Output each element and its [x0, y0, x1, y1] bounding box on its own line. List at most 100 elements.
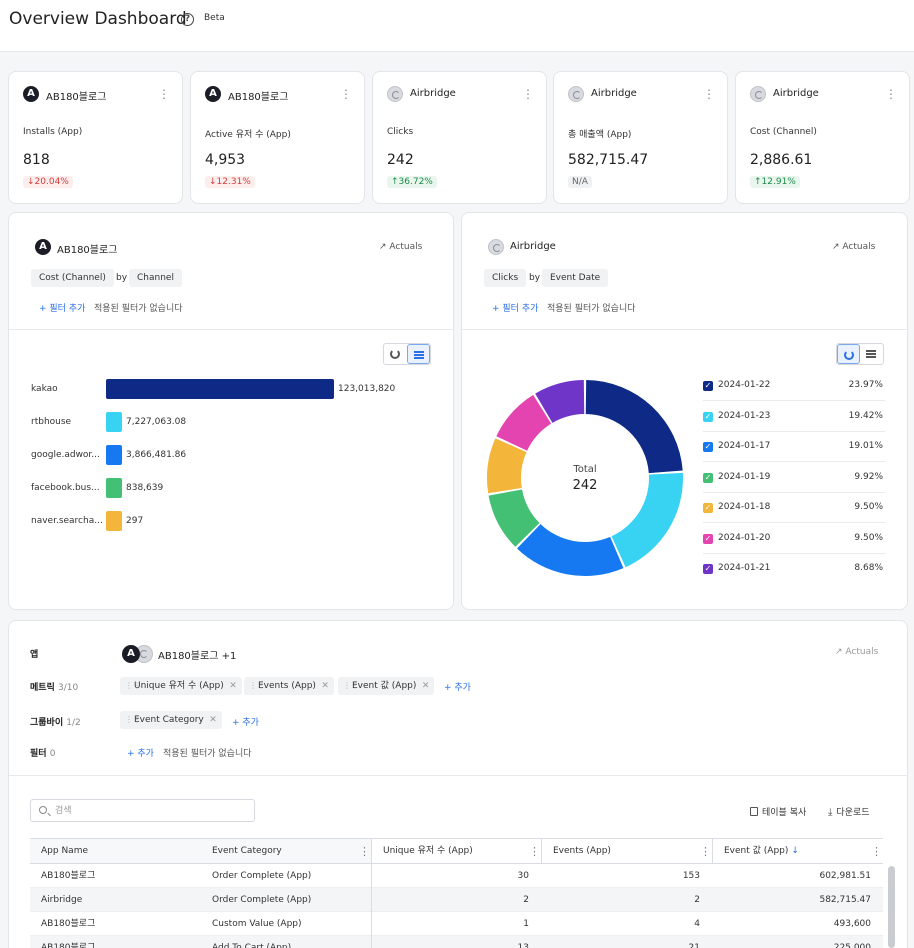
- bar-list-icon: [414, 351, 424, 359]
- drag-handle-icon[interactable]: ⋮⋮: [125, 715, 141, 724]
- download-button[interactable]: ⤓ 다운로드: [828, 805, 870, 818]
- more-options-icon[interactable]: ⋮: [885, 87, 897, 101]
- donut-total-value: 242: [573, 478, 598, 493]
- legend-label: 2024-01-22: [718, 380, 771, 390]
- legend-item[interactable]: ✓ 2024-01-20 9.50%: [703, 524, 885, 554]
- donut-card-group-chip[interactable]: Event Date: [542, 269, 609, 287]
- bar-card-app-label: AB180블로그: [57, 245, 118, 256]
- table-header-cell[interactable]: Event Category: [201, 839, 371, 864]
- table-cell: AB180블로그: [41, 943, 96, 948]
- drag-handle-icon[interactable]: ⋮⋮: [125, 681, 141, 690]
- table-header-cell[interactable]: Event 값 (App) ↓: [712, 839, 883, 864]
- table-header-cell[interactable]: Unique 유저 수 (App): [371, 839, 541, 864]
- table-header-cell[interactable]: App Name: [30, 839, 201, 864]
- arrow-down-icon: ↓: [27, 177, 35, 187]
- more-options-icon[interactable]: ⋮: [158, 87, 170, 101]
- bar[interactable]: [106, 478, 122, 498]
- checkbox-checked-icon[interactable]: ✓: [703, 533, 713, 544]
- donut-card-add-filter-button[interactable]: + 필터 추가: [492, 304, 539, 314]
- donut-slice[interactable]: [611, 472, 683, 568]
- checkbox-checked-icon[interactable]: ✓: [703, 472, 713, 483]
- add-groupby-button[interactable]: + 추가: [232, 718, 259, 728]
- bar-card-group-chip[interactable]: Channel: [129, 269, 182, 287]
- bar[interactable]: [106, 511, 122, 531]
- metric-tag[interactable]: ⋮⋮ Unique 유저 수 (App) ✕: [120, 677, 242, 695]
- remove-icon[interactable]: ✕: [421, 681, 430, 691]
- add-filter-button[interactable]: + 추가: [127, 749, 154, 759]
- legend-item[interactable]: ✓ 2024-01-17 19.01%: [703, 432, 885, 462]
- legend-item[interactable]: ✓ 2024-01-21 8.68%: [703, 554, 885, 584]
- bar[interactable]: [106, 445, 122, 465]
- remove-icon[interactable]: ✕: [209, 715, 217, 725]
- kpi-delta-value: N/A: [572, 177, 588, 187]
- donut-view-button[interactable]: [384, 344, 407, 364]
- remove-icon[interactable]: ✕: [229, 681, 237, 691]
- column-menu-icon[interactable]: ⋮: [700, 845, 711, 858]
- drag-handle-icon[interactable]: ⋮⋮: [343, 681, 359, 690]
- table-row[interactable]: [30, 888, 883, 912]
- legend-label: 2024-01-17: [718, 441, 771, 451]
- bar-card-actuals-link[interactable]: ↗ Actuals: [379, 242, 423, 252]
- metric-tag-label: Events (App): [258, 681, 316, 691]
- table-actuals-link[interactable]: ↗ Actuals: [835, 647, 879, 657]
- metric-tag[interactable]: ⋮⋮ Events (App) ✕: [244, 677, 334, 695]
- donut-slice[interactable]: [535, 380, 585, 423]
- bar-view-button[interactable]: [860, 344, 883, 364]
- bar-card-chart-toggle: [383, 343, 431, 365]
- donut-slice[interactable]: [516, 524, 624, 576]
- metric-tag[interactable]: ⋮⋮ Event 값 (App) ✕: [338, 677, 435, 695]
- donut-view-button[interactable]: [837, 344, 860, 364]
- table-cell: 4: [694, 919, 700, 929]
- drag-handle-icon[interactable]: ⋮⋮: [249, 681, 265, 690]
- legend-item[interactable]: ✓ 2024-01-19 9.92%: [703, 463, 885, 493]
- bar-card-metric-chip[interactable]: Cost (Channel): [31, 269, 114, 287]
- column-menu-icon[interactable]: ⋮: [359, 845, 370, 858]
- sort-desc-icon[interactable]: ↓: [791, 846, 799, 856]
- donut-slice[interactable]: [496, 394, 552, 451]
- checkbox-checked-icon[interactable]: ✓: [703, 442, 713, 452]
- kpi-app-label: AB180블로그: [46, 92, 107, 103]
- table-row[interactable]: [30, 864, 883, 888]
- table-row[interactable]: [30, 936, 883, 948]
- bar-view-button[interactable]: [407, 344, 430, 364]
- more-options-icon[interactable]: ⋮: [522, 87, 534, 101]
- legend-item[interactable]: ✓ 2024-01-23 19.42%: [703, 402, 885, 432]
- groupby-tag[interactable]: ⋮⋮ Event Category ✕: [120, 711, 222, 729]
- app-selector[interactable]: AB180블로그 +1: [158, 651, 237, 662]
- kpi-delta-value: 36.72%: [398, 177, 433, 187]
- copy-table-button[interactable]: 테이블 복사: [750, 805, 806, 818]
- table-cell: Airbridge: [41, 895, 83, 905]
- checkbox-checked-icon[interactable]: ✓: [703, 411, 713, 422]
- donut-card-metric-chip[interactable]: Clicks: [484, 269, 527, 287]
- legend-item[interactable]: ✓ 2024-01-18 9.50%: [703, 493, 885, 523]
- column-menu-icon[interactable]: ⋮: [871, 845, 882, 858]
- metric-tag-label: Unique 유저 수 (App): [134, 681, 224, 691]
- add-metric-button[interactable]: + 추가: [444, 683, 471, 693]
- column-menu-icon[interactable]: ⋮: [529, 845, 540, 858]
- help-icon[interactable]: ?: [181, 13, 194, 26]
- donut-slice[interactable]: [585, 380, 683, 474]
- bar[interactable]: [106, 379, 334, 399]
- bar-card-add-filter-button[interactable]: + 필터 추가: [39, 304, 86, 314]
- checkbox-checked-icon[interactable]: ✓: [703, 503, 713, 513]
- metric-tag-label: Event 값 (App): [352, 681, 417, 691]
- legend-item[interactable]: ✓ 2024-01-22 23.97%: [703, 371, 885, 401]
- table-header-cell[interactable]: Events (App): [541, 839, 712, 864]
- ab180-logo-icon: A: [205, 86, 221, 102]
- search-icon: [39, 806, 47, 814]
- more-options-icon[interactable]: ⋮: [703, 87, 715, 101]
- kpi-delta-value: 12.91%: [761, 177, 796, 187]
- bar[interactable]: [106, 412, 122, 432]
- search-input[interactable]: [55, 803, 245, 818]
- donut-slice[interactable]: [487, 438, 527, 494]
- more-options-icon[interactable]: ⋮: [340, 87, 352, 101]
- table-row[interactable]: [30, 912, 883, 936]
- donut-card-actuals-link[interactable]: ↗ Actuals: [832, 242, 876, 252]
- table-scrollbar[interactable]: [888, 866, 895, 948]
- donut-slice[interactable]: [488, 489, 540, 547]
- airbridge-logo-icon: [135, 645, 153, 663]
- table-cell: 21: [688, 943, 700, 948]
- checkbox-checked-icon[interactable]: ✓: [703, 564, 713, 574]
- checkbox-checked-icon[interactable]: ✓: [703, 381, 713, 391]
- remove-icon[interactable]: ✕: [321, 681, 329, 691]
